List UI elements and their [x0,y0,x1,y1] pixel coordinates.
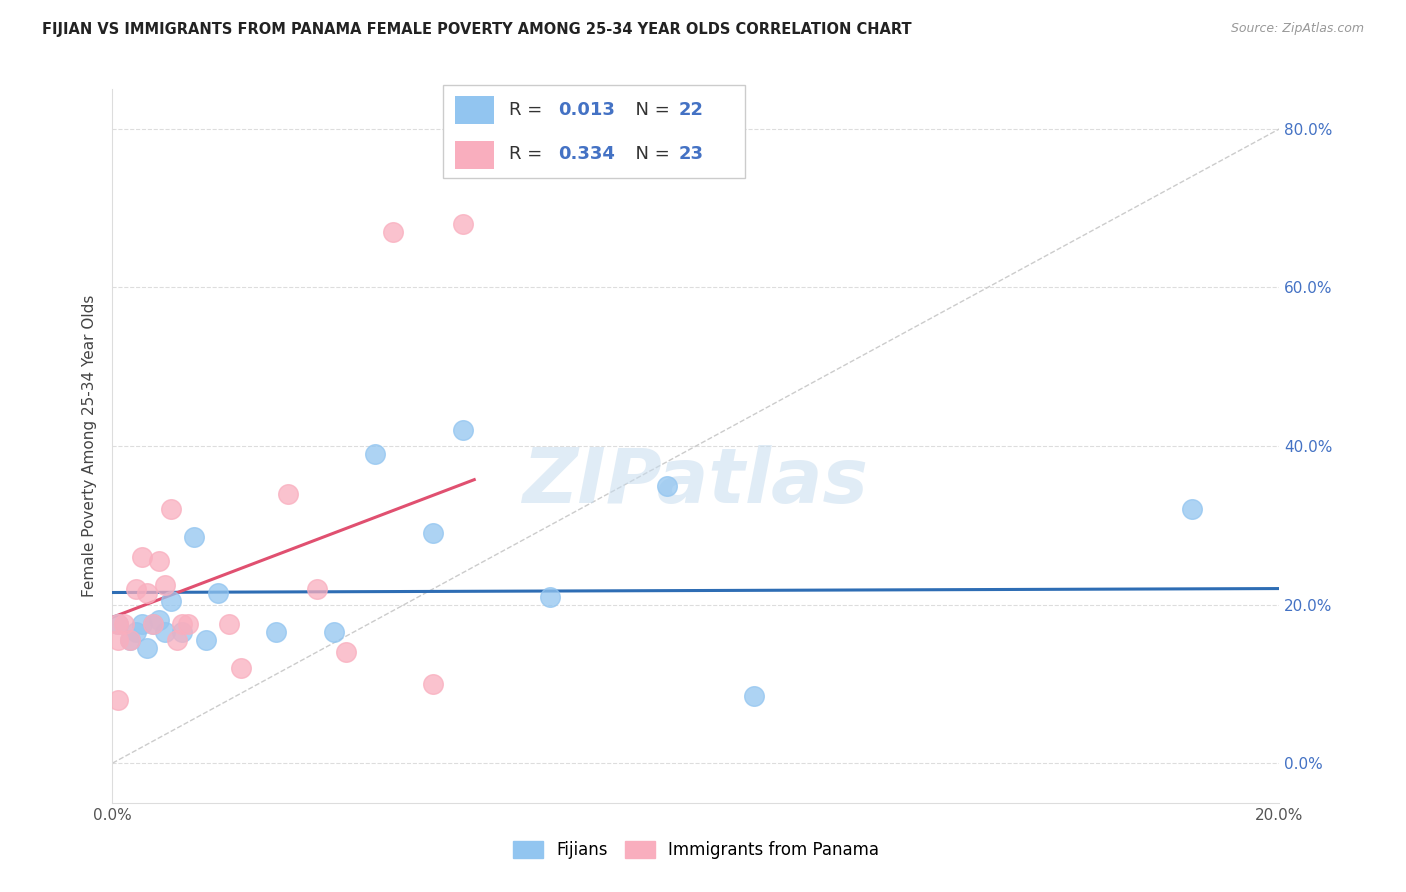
Point [381,225,404,239]
Point [218,617,240,632]
FancyBboxPatch shape [443,85,745,178]
Legend: Fijians, Immigrants from Panama: Fijians, Immigrants from Panama [506,834,886,866]
Point [305,582,328,596]
Point [451,217,474,231]
Point [742,689,765,703]
Point [148,614,170,628]
Point [142,617,165,632]
Point [148,554,170,568]
Point [136,641,159,656]
Text: 0.334: 0.334 [558,145,614,163]
Text: N =: N = [624,101,676,119]
Text: R =: R = [509,101,548,119]
Point [172,625,194,640]
Point [107,692,129,706]
Point [422,526,444,541]
Point [153,578,176,592]
Text: N =: N = [624,145,676,163]
Text: 0.013: 0.013 [558,101,614,119]
Y-axis label: Female Poverty Among 25-34 Year Olds: Female Poverty Among 25-34 Year Olds [82,295,97,597]
Point [125,582,148,596]
Point [107,633,129,648]
Text: 22: 22 [679,101,703,119]
Point [160,502,183,516]
Point [538,590,561,604]
Point [183,530,205,544]
FancyBboxPatch shape [456,141,495,169]
Point [422,677,444,691]
Point [142,617,165,632]
Point [1181,502,1204,516]
Point [451,423,474,437]
Text: FIJIAN VS IMMIGRANTS FROM PANAMA FEMALE POVERTY AMONG 25-34 YEAR OLDS CORRELATIO: FIJIAN VS IMMIGRANTS FROM PANAMA FEMALE … [42,22,912,37]
Point [364,447,387,461]
Point [207,585,229,599]
Point [323,625,346,640]
Point [125,625,148,640]
Point [264,625,287,640]
Point [136,585,159,599]
FancyBboxPatch shape [456,96,495,124]
Point [335,645,357,659]
Text: 23: 23 [679,145,703,163]
Point [131,549,153,564]
Point [276,486,298,500]
Point [160,593,183,607]
Point [177,617,200,632]
Point [172,617,194,632]
Point [655,478,678,492]
Point [131,617,153,632]
Text: Source: ZipAtlas.com: Source: ZipAtlas.com [1230,22,1364,36]
Point [107,617,129,632]
Text: R =: R = [509,145,548,163]
Point [153,625,176,640]
Point [118,633,141,648]
Text: ZIPatlas: ZIPatlas [523,445,869,518]
Point [229,661,252,675]
Point [118,633,141,648]
Point [107,617,129,632]
Point [194,633,217,648]
Point [112,617,135,632]
Point [166,633,188,648]
